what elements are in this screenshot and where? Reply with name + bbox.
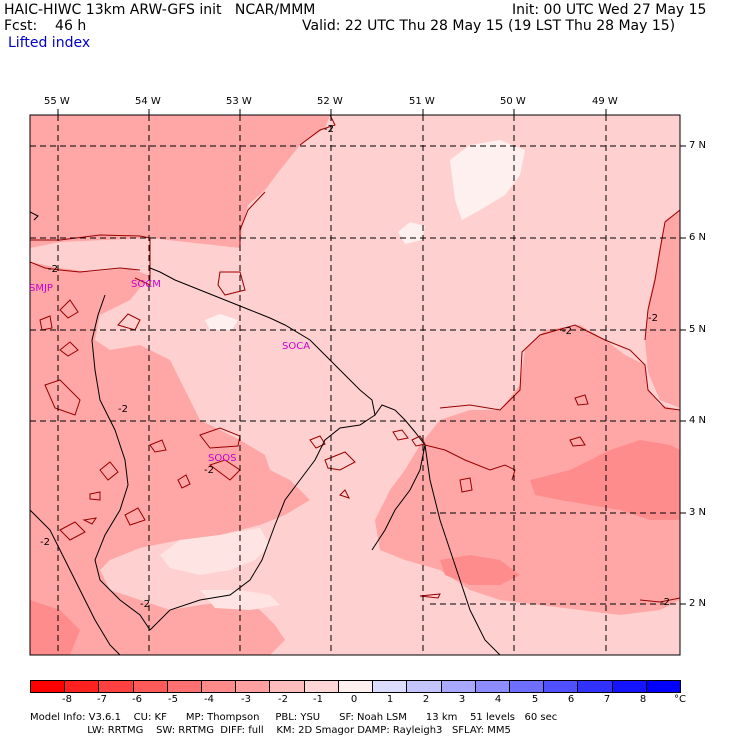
contour-label: -2 <box>324 124 334 135</box>
contour-label: -2 <box>204 465 214 476</box>
valid-time: Valid: 22 UTC Thu 28 May 15 (19 LST Thu … <box>302 18 676 34</box>
colorbar-label: -6 <box>132 694 142 705</box>
contour-label: -2 <box>40 537 50 548</box>
lon-label-50w: 50 W <box>500 96 526 107</box>
lat-label-3n: 3 N <box>689 507 707 518</box>
lat-label-4n: 4 N <box>689 415 707 426</box>
colorbar-swatch <box>406 680 442 693</box>
field-region-light-4 <box>160 528 270 575</box>
colorbar-swatch <box>98 680 134 693</box>
map-ticks <box>57 109 686 605</box>
colorbar-swatch <box>577 680 613 693</box>
lon-label-54w: 54 W <box>135 96 161 107</box>
lat-label-7n: 7 N <box>689 140 707 151</box>
colorbar-swatch <box>132 680 168 693</box>
forecast-hour: Fcst: 46 h <box>4 18 87 34</box>
lon-label-53w: 53 W <box>226 96 252 107</box>
field-region-deep-2 <box>440 555 520 585</box>
colorbar-swatch <box>543 680 579 693</box>
field-region-southeast <box>375 325 680 615</box>
colorbar-swatch <box>337 680 374 693</box>
field-region-light-3 <box>205 314 238 330</box>
field-region-deep-3 <box>30 600 80 655</box>
model-title: HAIC-HIWC 13km ARW-GFS init NCAR/MMM <box>4 2 316 18</box>
field-region-east-upper <box>645 210 680 408</box>
contour-label: -2 <box>648 313 658 324</box>
colorbar-label: 0 <box>350 694 358 705</box>
colorbar-label: 2 <box>422 694 430 705</box>
colorbar-swatch <box>269 680 305 693</box>
contour-label: -2 <box>562 326 572 337</box>
lat-label-2n: 2 N <box>689 598 707 609</box>
colorbar-swatch <box>64 680 100 693</box>
map-frame <box>29 114 681 656</box>
lon-label-49w: 49 W <box>592 96 618 107</box>
coastline-borders <box>30 211 501 655</box>
contour-label: -2 <box>118 404 128 415</box>
station-socm: SOCM <box>131 279 161 290</box>
lon-label-55w: 55 W <box>44 96 70 107</box>
station-smjp: SMJP <box>29 283 53 294</box>
colorbar-swatch <box>440 680 476 693</box>
colorbar-swatch <box>474 680 510 693</box>
colorbar-label: -4 <box>204 694 214 705</box>
colorbar-label: -8 <box>62 694 72 705</box>
colorbar-label: 6 <box>567 694 575 705</box>
field-region-light-north <box>450 140 525 220</box>
colorbar-swatch <box>235 680 271 693</box>
contour-label: -2 <box>660 597 670 608</box>
colorbar-swatch <box>201 680 237 693</box>
colorbar-swatch <box>645 680 681 693</box>
colorbar-label: 7 <box>603 694 611 705</box>
field-region-west <box>30 262 310 655</box>
colorbar-label: -1 <box>313 694 323 705</box>
colorbar-label: -5 <box>168 694 178 705</box>
station-soca: SOCA <box>282 341 311 352</box>
contour-label: -2 <box>140 599 150 610</box>
colorbar-swatch <box>611 680 647 693</box>
colorbar-swatch <box>166 680 203 693</box>
field-region-northwest <box>30 115 330 248</box>
lat-label-6n: 6 N <box>689 232 707 243</box>
contour-lines <box>30 115 680 603</box>
colorbar-label: -3 <box>241 694 251 705</box>
field-region-deep-1 <box>530 440 680 520</box>
lon-label-52w: 52 W <box>317 96 343 107</box>
colorbar-label: 5 <box>531 694 539 705</box>
lat-label-5n: 5 N <box>689 324 707 335</box>
station-soos: SOOS <box>208 453 237 464</box>
colorbar-swatch <box>303 680 339 693</box>
lon-label-51w: 51 W <box>409 96 435 107</box>
model-info-line1: Model Info: V3.6.1 CU: KF MP: Thompson P… <box>30 712 558 723</box>
colorbar-label: 1 <box>386 694 394 705</box>
model-info-line2: LW: RRTMG SW: RRTMG DIFF: full KM: 2D Sm… <box>30 725 511 736</box>
colorbar-label: -7 <box>97 694 107 705</box>
colorbar-swatch <box>372 680 408 693</box>
colorbar-label: -2 <box>278 694 288 705</box>
colorbar-label: 3 <box>458 694 466 705</box>
init-time: Init: 00 UTC Wed 27 May 15 <box>512 2 707 18</box>
field-name: Lifted index <box>8 35 91 51</box>
colorbar-label: 4 <box>494 694 502 705</box>
colorbar-unit: °C <box>674 694 686 705</box>
colorbar-label: 8 <box>639 694 647 705</box>
colorbar-swatch <box>508 680 545 693</box>
colorbar-swatch <box>30 680 66 693</box>
contour-label: -2 <box>48 264 58 275</box>
latlon-grid <box>30 115 680 655</box>
